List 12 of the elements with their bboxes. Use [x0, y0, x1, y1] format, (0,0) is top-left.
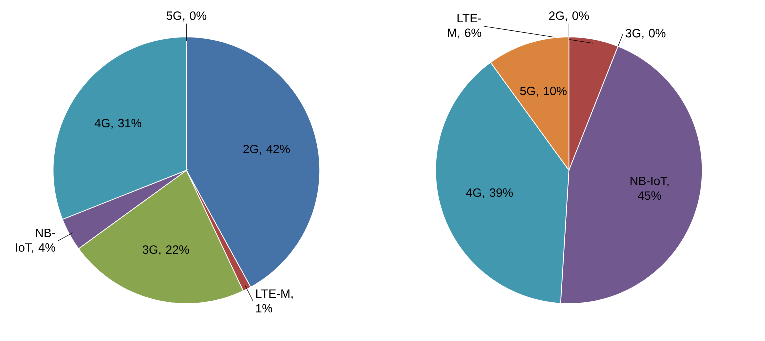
text: 5G, 0% — [166, 12, 207, 22]
data-label: NB-IoT, 45% — [630, 177, 669, 200]
text: 3G, 0% — [626, 29, 666, 40]
data-label: 3G, 22% — [142, 246, 190, 256]
data-label: 4G, 31% — [94, 119, 142, 130]
text: 2G, 0% — [549, 12, 590, 22]
data-label: 5G, 10% — [520, 86, 567, 97]
data-label: LTE-M, 6% — [448, 14, 482, 39]
data-label: NB-IoT, 4% — [16, 228, 56, 254]
data-label: 4G, 39% — [466, 188, 514, 199]
data-label: LTE-M, 1% — [256, 290, 293, 313]
data-label: 2G, 42% — [244, 144, 290, 155]
